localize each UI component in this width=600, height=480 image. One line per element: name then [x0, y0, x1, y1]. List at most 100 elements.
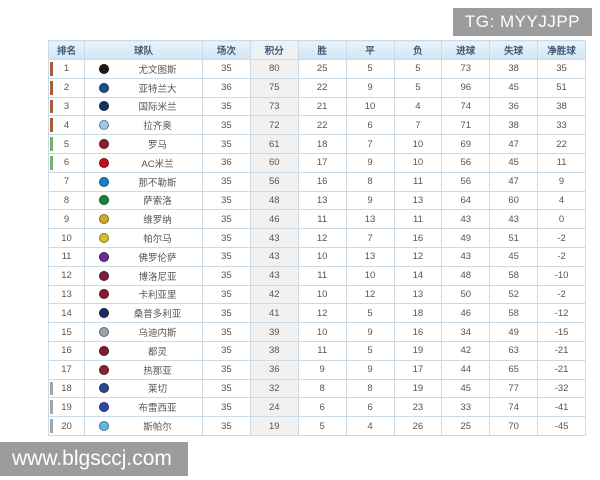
- rank-value: 4: [63, 119, 70, 131]
- team-name: 那不勒斯: [138, 177, 177, 189]
- team-cell[interactable]: 布雷西亚: [84, 397, 203, 418]
- gf-cell: 64: [441, 190, 491, 211]
- points-cell: 56: [249, 171, 299, 192]
- draw-cell: 8: [345, 171, 395, 192]
- draw-cell: 4: [345, 416, 395, 436]
- team-name: 佛罗伦萨: [138, 252, 177, 264]
- gd-cell: 51: [537, 77, 586, 98]
- gf-cell: 25: [441, 416, 491, 436]
- team-crest-icon: [99, 364, 109, 375]
- standings-table: 排名 球队 场次 积分胜平负进球 失球 净胜球 1 尤文图斯 35 80 25 5 5 73 38 35 2 亚…: [48, 40, 586, 436]
- table-row: 13 卡利亚里 35 42 10 12 13 50 52 -2: [48, 284, 586, 305]
- win-cell: 9: [297, 359, 347, 380]
- zone-indicator-champions: [50, 99, 53, 114]
- win-cell: 17: [297, 152, 347, 173]
- team-name: 国际米兰: [138, 102, 177, 114]
- rank-value: 11: [61, 251, 72, 263]
- team-cell[interactable]: 帕尔马: [84, 228, 203, 248]
- loss-cell: 10: [393, 134, 443, 154]
- column-header-ga[interactable]: 失球: [489, 40, 539, 60]
- ga-cell: 52: [489, 284, 539, 305]
- rank-cell: 15: [48, 322, 85, 342]
- played-cell: 35: [202, 190, 251, 211]
- team-cell[interactable]: 乌迪内斯: [84, 322, 203, 342]
- played-cell: 35: [202, 416, 251, 436]
- points-cell: 48: [249, 190, 299, 211]
- gd-cell: 4: [537, 190, 586, 211]
- win-cell: 10: [297, 246, 347, 267]
- team-cell[interactable]: 拉齐奥: [84, 115, 203, 136]
- draw-cell: 9: [345, 190, 395, 211]
- team-cell[interactable]: 佛罗伦萨: [84, 246, 203, 267]
- ga-cell: 38: [489, 115, 539, 136]
- team-cell[interactable]: 莱切: [84, 378, 203, 399]
- rank-cell: 8: [48, 190, 85, 211]
- team-name: 热那亚: [143, 365, 172, 377]
- team-cell[interactable]: 亚特兰大: [84, 77, 203, 98]
- team-cell[interactable]: 萨索洛: [84, 190, 203, 211]
- tg-tag-watermark: TG: MYYJJPP: [452, 8, 592, 36]
- gd-cell: 0: [537, 209, 586, 230]
- zone-indicator-relegation: [50, 400, 53, 415]
- team-cell[interactable]: 国际米兰: [84, 96, 203, 117]
- gf-cell: 42: [441, 340, 491, 361]
- column-header-loss[interactable]: 负: [393, 40, 443, 60]
- column-header-gf[interactable]: 进球: [441, 40, 491, 60]
- table-row: 20 斯帕尔 35 19 5 4 26 25 70 -45: [48, 416, 586, 436]
- win-cell: 18: [297, 134, 347, 154]
- points-cell: 19: [249, 416, 299, 436]
- gd-cell: 11: [537, 152, 586, 173]
- column-header-team[interactable]: 球队: [84, 40, 203, 60]
- table-row: 12 博洛尼亚 35 43 11 10 14 48 58 -10: [48, 265, 586, 286]
- team-cell[interactable]: 热那亚: [84, 359, 203, 380]
- gd-cell: 9: [537, 171, 586, 192]
- team-cell[interactable]: AC米兰: [84, 152, 203, 173]
- gf-cell: 43: [441, 209, 491, 230]
- loss-cell: 10: [393, 152, 443, 173]
- played-cell: 35: [202, 265, 251, 286]
- rank-cell: 19: [48, 397, 85, 418]
- gf-cell: 50: [441, 284, 491, 305]
- table-row: 19 布雷西亚 35 24 6 6 23 33 74 -41: [48, 397, 586, 418]
- team-crest-icon: [99, 345, 109, 356]
- draw-cell: 10: [345, 96, 395, 117]
- table-row: 10 帕尔马 35 43 12 7 16 49 51 -2: [48, 228, 586, 248]
- column-header-draw[interactable]: 平: [345, 40, 395, 60]
- team-cell[interactable]: 尤文图斯: [84, 59, 203, 79]
- loss-cell: 7: [393, 115, 443, 136]
- rank-cell: 18: [48, 378, 85, 399]
- team-cell[interactable]: 罗马: [84, 134, 203, 154]
- rank-value: 7: [63, 176, 70, 188]
- column-header-points[interactable]: 积分: [249, 40, 299, 60]
- gd-cell: -15: [537, 322, 586, 342]
- team-cell[interactable]: 都灵: [84, 340, 203, 361]
- points-cell: 43: [249, 246, 299, 267]
- team-cell[interactable]: 博洛尼亚: [84, 265, 203, 286]
- loss-cell: 13: [393, 190, 443, 211]
- gf-cell: 44: [441, 359, 491, 380]
- win-cell: 22: [297, 77, 347, 98]
- team-cell[interactable]: 桑普多利亚: [84, 303, 203, 324]
- rank-cell: 12: [48, 265, 85, 286]
- team-cell[interactable]: 维罗纳: [84, 209, 203, 230]
- played-cell: 35: [202, 115, 251, 136]
- played-cell: 35: [202, 209, 251, 230]
- rank-cell: 4: [48, 115, 85, 136]
- played-cell: 35: [202, 378, 251, 399]
- rank-value: 5: [63, 138, 70, 150]
- table-row: 8 萨索洛 35 48 13 9 13 64 60 4: [48, 190, 586, 211]
- team-cell[interactable]: 卡利亚里: [84, 284, 203, 305]
- loss-cell: 16: [393, 228, 443, 248]
- team-cell[interactable]: 斯帕尔: [84, 416, 203, 436]
- column-header-win[interactable]: 胜: [297, 40, 347, 60]
- loss-cell: 19: [393, 340, 443, 361]
- points-cell: 80: [249, 59, 299, 79]
- rank-value: 10: [61, 232, 72, 244]
- column-header-played[interactable]: 场次: [202, 40, 251, 60]
- loss-cell: 18: [393, 303, 443, 324]
- column-header-gd[interactable]: 净胜球: [537, 40, 586, 60]
- column-header-rank[interactable]: 排名: [48, 40, 85, 60]
- team-cell[interactable]: 那不勒斯: [84, 171, 203, 192]
- ga-cell: 63: [489, 340, 539, 361]
- team-name: 帕尔马: [143, 234, 172, 246]
